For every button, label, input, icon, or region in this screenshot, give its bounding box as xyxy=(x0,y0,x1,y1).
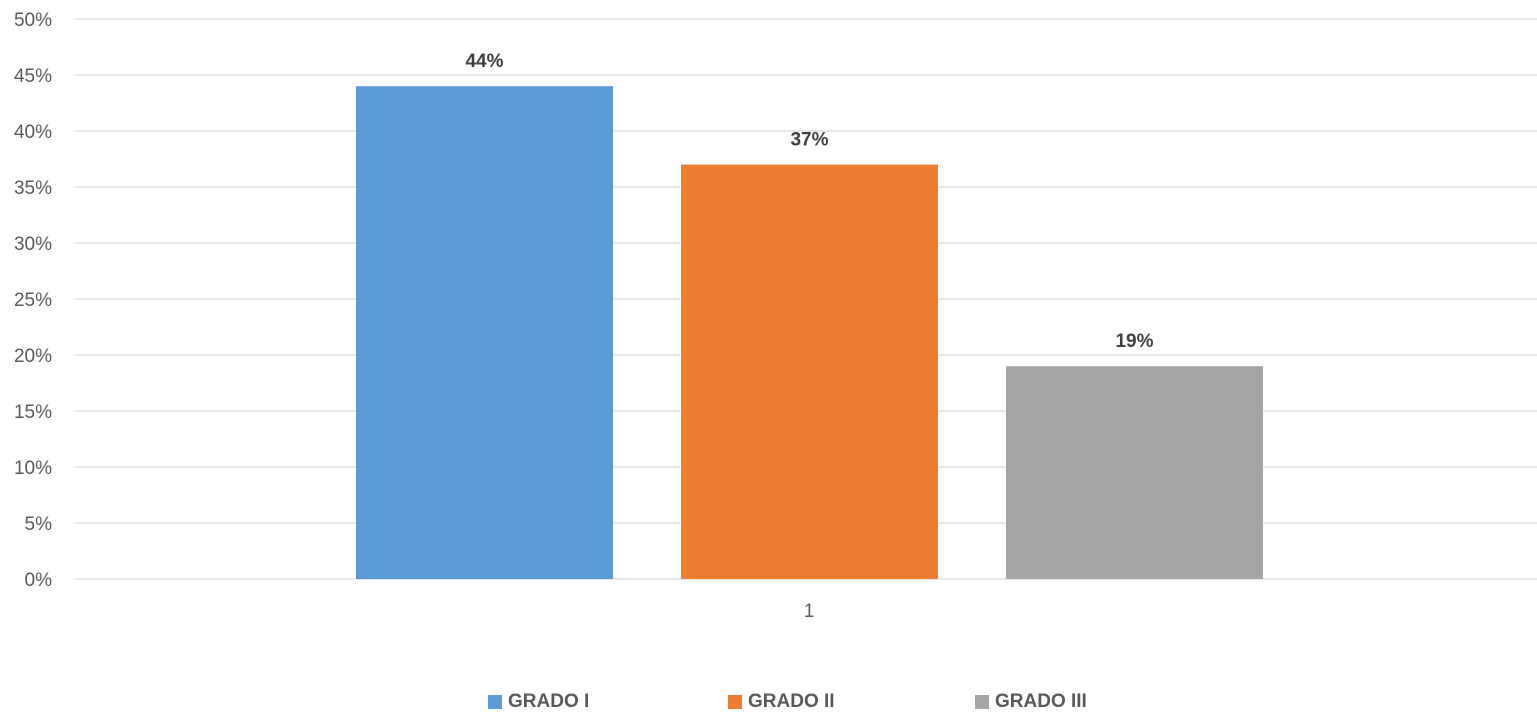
legend-label-grado-ii: GRADO II xyxy=(748,691,835,712)
x-tick-label: 1 xyxy=(804,601,815,622)
y-tick-label: 45% xyxy=(14,66,52,87)
bar-grado-i xyxy=(356,86,613,579)
legend-label-grado-iii: GRADO III xyxy=(995,691,1087,712)
y-tick-label: 20% xyxy=(14,346,52,367)
y-tick-label: 10% xyxy=(14,458,52,479)
y-tick-label: 50% xyxy=(14,10,52,31)
y-tick-label: 25% xyxy=(14,290,52,311)
data-label-grado-ii: 37% xyxy=(790,130,828,151)
y-tick-label: 35% xyxy=(14,178,52,199)
legend: GRADO I GRADO II GRADO III xyxy=(0,690,1537,714)
data-label-grado-iii: 19% xyxy=(1115,331,1153,352)
legend-item-grado-iii: GRADO III xyxy=(975,690,1087,714)
y-tick-label: 0% xyxy=(25,570,53,591)
legend-label-grado-i: GRADO I xyxy=(508,691,590,712)
bar-chart: 0% 5% 10% 15% 20% 25% 30% 35% 40% 45% 50% 44% 37% 19%… xyxy=(14,10,1537,622)
bar-grado-iii xyxy=(1006,366,1263,579)
legend-item-grado-i: GRADO I xyxy=(488,690,589,714)
y-tick-label: 15% xyxy=(14,402,52,423)
bar-grado-ii xyxy=(681,164,938,579)
legend-swatch-grado-iii xyxy=(975,695,989,709)
y-tick-label: 30% xyxy=(14,234,52,255)
legend-swatch-grado-ii xyxy=(728,695,742,709)
data-label-grado-i: 44% xyxy=(465,51,503,72)
legend-swatch-grado-i xyxy=(488,695,502,709)
legend-item-grado-ii: GRADO II xyxy=(728,690,835,714)
y-tick-label: 5% xyxy=(25,514,53,535)
y-tick-label: 40% xyxy=(14,122,52,143)
